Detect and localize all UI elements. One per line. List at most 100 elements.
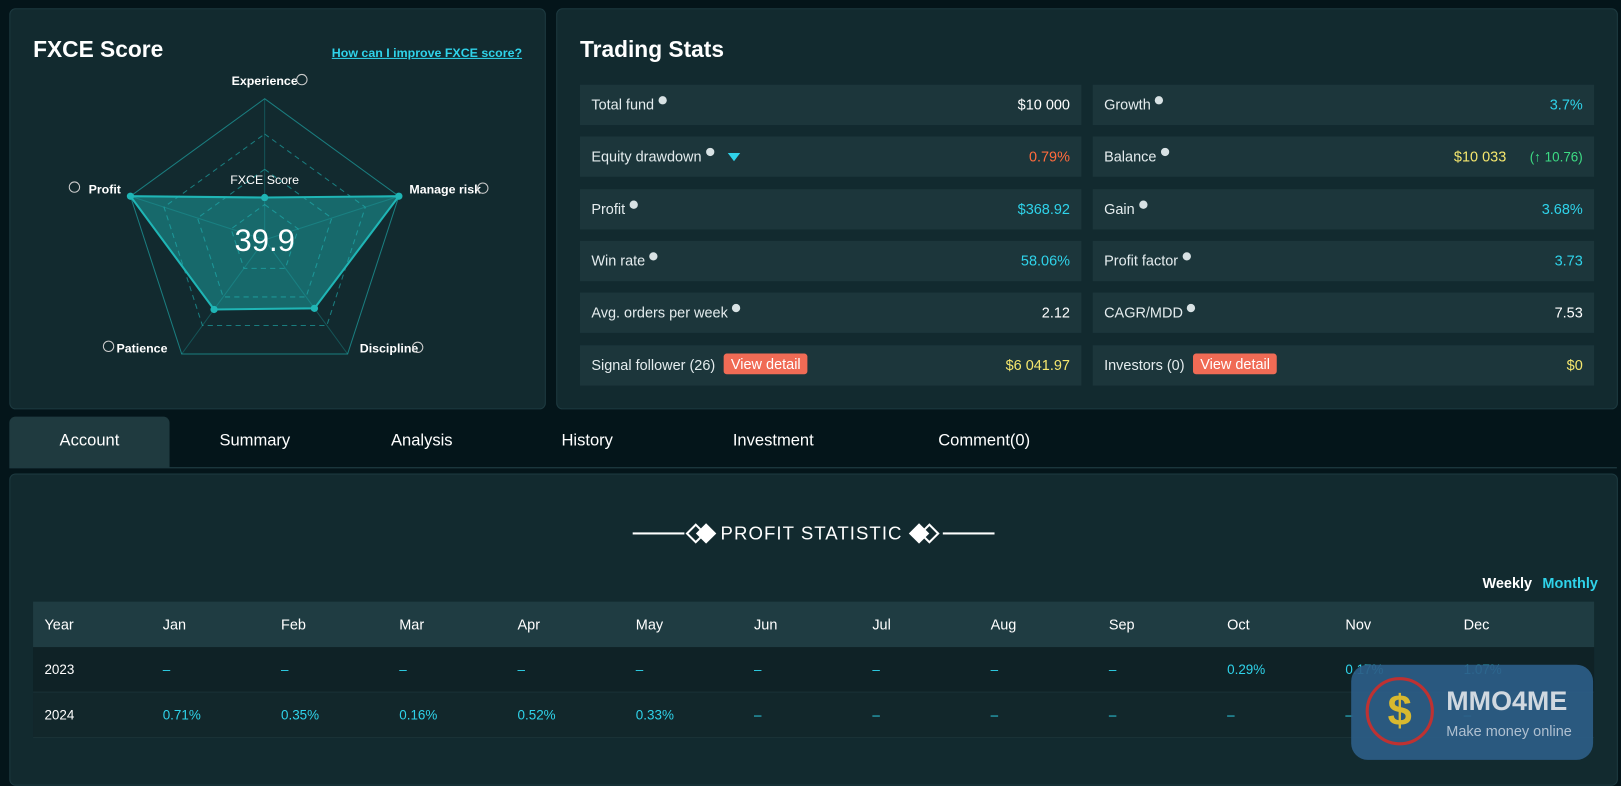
stat-row: Equity drawdown 0.79% — [579, 136, 1082, 178]
improve-link[interactable]: How can I improve FXCE score? — [331, 45, 523, 60]
table-cell: – — [280, 661, 289, 678]
table-cell: 0.33% — [635, 706, 674, 723]
watermark-brand: MMO4ME — [1446, 685, 1568, 717]
axis-label: Discipline — [360, 342, 419, 356]
info-icon — [1187, 304, 1196, 313]
header-cell: Aug — [990, 616, 1017, 633]
table-cell: 0.29% — [1227, 661, 1266, 678]
table-cell: – — [399, 661, 407, 678]
score-point — [310, 304, 319, 312]
stat-label: Equity drawdown — [591, 148, 714, 165]
table-row — [33, 692, 1595, 738]
trading-stats-panel: Trading Stats Total fund $10 000 Growth 3.7… — [556, 8, 1618, 410]
info-icon — [705, 148, 714, 157]
stat-value: 3.68% — [1541, 200, 1583, 217]
table-cell: 0.35% — [280, 706, 320, 723]
toggle-weekly[interactable]: Weekly — [1482, 574, 1533, 592]
table-cell: – — [1345, 706, 1353, 723]
stat-row: Profit $368.92 — [579, 188, 1082, 230]
score-area — [128, 195, 401, 311]
stat-label: Investors (0) — [1104, 356, 1185, 373]
stat-label: Win rate — [591, 252, 658, 269]
header-cell: Nov — [1345, 616, 1372, 633]
table-cell: – — [990, 661, 999, 678]
info-icon — [102, 340, 115, 353]
tab[interactable]: Analysis — [390, 432, 453, 450]
table-cell: – — [872, 661, 880, 678]
table-cell: – — [754, 706, 762, 723]
grid-ring — [196, 168, 333, 298]
info-icon — [649, 252, 658, 261]
view-detail-button[interactable]: View detail — [723, 353, 808, 374]
score-point — [395, 192, 403, 200]
tab[interactable]: Summary — [219, 432, 291, 450]
table-cell: – — [990, 706, 999, 723]
stat-value: 3.7% — [1549, 96, 1583, 113]
radar-chart: Experience Manage risk Discipline Patience P… — [68, 74, 489, 356]
info-icon — [1160, 148, 1169, 157]
watermark-logo: $ — [1365, 677, 1434, 746]
table-cell: 0.71% — [162, 706, 201, 723]
header-cell: Sep — [1108, 616, 1135, 633]
toggle-monthly[interactable]: Monthly — [1542, 574, 1598, 592]
table-cell: – — [1227, 706, 1235, 723]
stat-value: $10 033 — [1453, 148, 1507, 165]
stat-value: $6 041.97 — [1005, 356, 1070, 373]
header-cell: Jan — [162, 616, 187, 633]
table-cell: – — [1108, 661, 1117, 678]
score-point — [261, 193, 269, 202]
header-cell: May — [635, 616, 664, 633]
info-icon — [629, 200, 638, 209]
score-point — [210, 305, 218, 314]
stat-value: 0.79% — [1028, 148, 1070, 165]
grid-ring — [230, 203, 299, 269]
info-icon — [68, 181, 81, 193]
stat-label: Gain — [1104, 200, 1148, 217]
axis-spoke — [181, 239, 266, 355]
table-cell: 2024 — [44, 706, 75, 723]
axis-spoke — [264, 195, 400, 241]
tab[interactable]: Investment — [732, 432, 814, 450]
stat-value: 2.12 — [1041, 304, 1070, 321]
table-cell: – — [1108, 706, 1117, 723]
center-label: FXCE Score — [230, 173, 299, 187]
stat-change: (↑ 10.76) — [1529, 149, 1583, 165]
tab[interactable]: Account — [9, 416, 170, 468]
stat-row: Avg. orders per week 2.12 — [579, 292, 1082, 334]
grid-ring — [129, 98, 400, 355]
tab[interactable]: History — [561, 432, 613, 450]
table-cell: – — [872, 706, 880, 723]
stat-value: $368.92 — [1017, 200, 1070, 217]
watermark: $ MMO4ME Make money online — [1351, 664, 1594, 760]
divider — [632, 532, 685, 535]
score-value: 39.9 — [234, 223, 294, 258]
dropdown-arrow[interactable] — [727, 153, 741, 162]
table-cell: 0.16% — [399, 706, 438, 723]
stat-label: Total fund — [591, 96, 667, 113]
stat-label: Growth — [1104, 96, 1164, 113]
score-point — [126, 192, 135, 200]
stat-row: CAGR/MDD 7.53 — [1092, 292, 1595, 334]
stat-label: Profit — [591, 200, 638, 217]
tab[interactable]: Comment(0) — [938, 432, 1031, 450]
axis-label: Profit — [89, 182, 121, 196]
axis-spoke — [130, 195, 265, 241]
table-cell: – — [635, 661, 644, 678]
grid-ring — [163, 133, 366, 326]
axis-label: Manage risk — [409, 182, 481, 196]
table-cell: 0.52% — [517, 706, 556, 723]
header-cell: Mar — [399, 616, 425, 633]
panel-title: FXCE Score — [33, 36, 164, 63]
stat-label: Profit factor — [1104, 252, 1191, 269]
view-detail-button[interactable]: View detail — [1193, 353, 1278, 374]
info-icon — [658, 96, 667, 105]
stat-value: 7.53 — [1554, 304, 1583, 321]
table-row — [33, 647, 1595, 693]
axis-label: Experience — [232, 74, 298, 88]
info-icon — [411, 341, 424, 354]
info-icon — [477, 182, 489, 194]
header-cell: Oct — [1227, 616, 1250, 633]
table-cell: – — [162, 661, 171, 678]
